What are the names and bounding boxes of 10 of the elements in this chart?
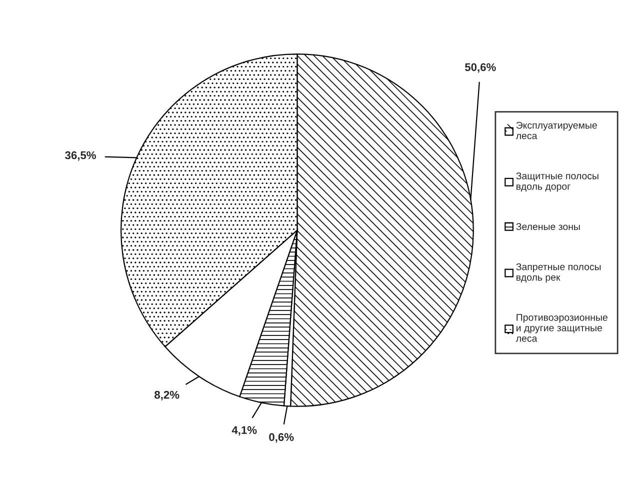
legend-label: Защитные полосы вдоль дорог (516, 172, 598, 192)
legend-label: Зеленые зоны (516, 223, 580, 230)
data-label: 36,5% (65, 151, 96, 161)
data-label: 50,6% (464, 63, 496, 73)
legend-label: Запретные полосы вдоль рек (516, 263, 601, 283)
legend-label: Эксплуатируемые леса (516, 122, 597, 140)
data-label: 4,1% (232, 426, 257, 436)
legend-label: Противоэрозионные и другие защитные леса (516, 314, 608, 342)
data-label: 8,2% (154, 390, 180, 400)
data-label: 0,6% (269, 433, 294, 443)
